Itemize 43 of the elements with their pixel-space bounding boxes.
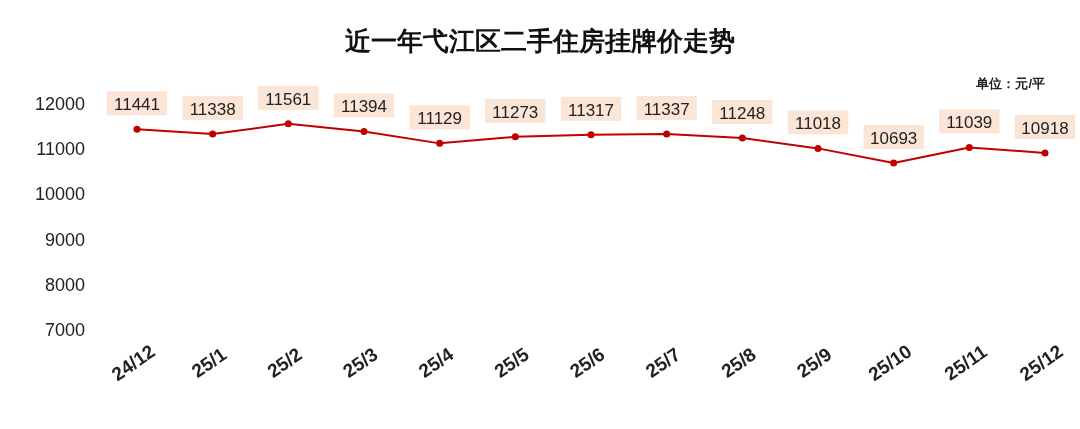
- data-label: 11338: [189, 99, 236, 119]
- data-label: 11129: [417, 109, 463, 129]
- point: [209, 130, 217, 138]
- x-tick-label: 25/3: [339, 343, 382, 382]
- chart-title: 近一年弋江区二手住房挂牌价走势: [345, 26, 735, 56]
- point: [738, 134, 746, 142]
- point: [360, 127, 368, 135]
- point: [284, 120, 292, 128]
- y-tick-label: 7000: [44, 320, 85, 340]
- data-label: 11337: [643, 99, 690, 119]
- data-label: 10918: [1021, 118, 1069, 138]
- y-tick-label: 8000: [44, 274, 85, 295]
- point: [436, 139, 444, 147]
- data-label: 11248: [719, 103, 766, 123]
- point: [133, 125, 141, 133]
- x-tick-label: 25/8: [717, 343, 760, 382]
- y-tick-label: 9000: [44, 229, 85, 250]
- point: [663, 130, 671, 138]
- data-label: 11317: [567, 100, 615, 120]
- data-label: 10693: [870, 129, 918, 149]
- data-label: 11273: [492, 102, 539, 122]
- data-label: 11018: [794, 114, 842, 134]
- data-label: 11441: [113, 95, 161, 115]
- x-tick-label: 25/7: [641, 343, 685, 382]
- x-tick-label: 25/9: [793, 343, 836, 382]
- point: [814, 144, 822, 152]
- text: 单位：元/平: [975, 76, 1045, 91]
- y-tick-label: 11000: [36, 139, 85, 160]
- x-tick-label: 25/6: [566, 343, 609, 382]
- x-tick-label: 25/1: [187, 343, 231, 382]
- point: [965, 143, 973, 151]
- y-tick-label: 10000: [34, 184, 85, 205]
- data-label: 11039: [946, 113, 993, 133]
- point: [511, 133, 519, 141]
- point: [587, 131, 595, 139]
- x-tick-label: 25/2: [263, 343, 306, 382]
- data-label: 11394: [340, 97, 388, 117]
- x-tick-label: 25/4: [414, 343, 458, 382]
- x-tick-label: 25/5: [490, 343, 534, 382]
- point: [1041, 149, 1049, 157]
- point: [890, 159, 898, 167]
- y-tick-label: 12000: [34, 94, 85, 114]
- data-label: 11561: [265, 89, 312, 109]
